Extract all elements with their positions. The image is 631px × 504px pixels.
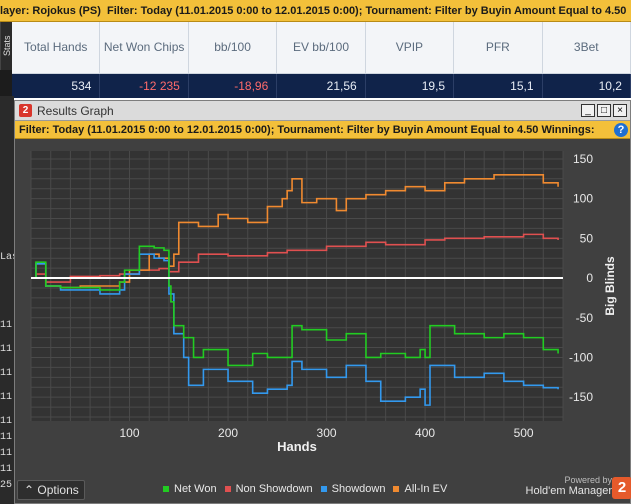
x-tick-label: 200 (218, 426, 238, 440)
window-title: Results Graph (37, 103, 114, 118)
window-filter-text: Filter: Today (11.01.2015 0:00 to 12.01.… (19, 124, 595, 136)
x-axis-label: Hands (277, 439, 317, 454)
player-name: Rojokus (PS) (32, 5, 101, 17)
window-controls: _ □ × (581, 104, 630, 117)
legend-label: Non Showdown (235, 483, 313, 495)
legend-swatch (320, 486, 327, 492)
left-background-panel: Las 11 11 11 11 11 11 11 11 25 (0, 96, 18, 504)
results-graph-window: 2 Results Graph _ □ × Filter: Today (11.… (14, 100, 631, 504)
left-fragment: 11 (0, 464, 13, 475)
legend-label: Net Won (174, 483, 217, 495)
left-fragment: Las (0, 252, 19, 263)
powered-line1: Powered by (564, 475, 612, 485)
legend-item-showdown[interactable]: Showdown (320, 483, 386, 495)
cell-net-won-chips: -12 235 (100, 74, 189, 98)
window-filter-bar: Filter: Today (11.01.2015 0:00 to 12.01.… (15, 121, 630, 139)
left-fragment: 11 (0, 320, 13, 331)
filter-label: Filter: (107, 5, 138, 17)
chart-legend: Net Won Non Showdown Showdown All-In EV (163, 483, 447, 495)
x-tick-labels: 100 200 300 400 500 (120, 426, 534, 440)
legend-item-all-in-ev[interactable]: All-In EV (393, 483, 447, 495)
stats-header-row: Total Hands Net Won Chips bb/100 EV bb/1… (12, 22, 631, 74)
filter-text: Today (11.01.2015 0:00 to 12.01.2015 0:0… (140, 5, 627, 17)
legend-item-net-won[interactable]: Net Won (163, 483, 217, 495)
left-fragment: 11 (0, 392, 13, 403)
legend-item-non-showdown[interactable]: Non Showdown (224, 483, 313, 495)
y-tick-label: 50 (580, 231, 594, 245)
left-fragment: 11 (0, 368, 13, 379)
series-line-net-won (31, 245, 559, 367)
stats-data-row[interactable]: 534 -12 235 -18,96 21,56 19,5 15,1 10,2 (12, 74, 631, 98)
stats-table: Total Hands Net Won Chips bb/100 EV bb/1… (12, 22, 631, 102)
left-fragment: 11 (0, 416, 13, 427)
maximize-button[interactable]: □ (597, 104, 611, 117)
y-axis-label: Big Blinds (603, 256, 617, 316)
options-label: Options (37, 483, 79, 497)
minimize-button[interactable]: _ (581, 104, 595, 117)
window-titlebar[interactable]: 2 Results Graph _ □ × (15, 101, 630, 121)
stats-tab[interactable]: Stats (0, 22, 12, 70)
series-lines (31, 174, 559, 406)
x-tick-label: 400 (415, 426, 435, 440)
header-3bet[interactable]: 3Bet (543, 22, 631, 73)
close-button[interactable]: × (613, 104, 627, 117)
cell-3bet: 10,2 (543, 74, 631, 98)
legend-label: All-In EV (404, 483, 448, 495)
left-fragment: 11 (0, 432, 13, 443)
left-fragment: 11 (0, 344, 13, 355)
legend-swatch (393, 486, 400, 492)
powered-by-badge: Powered by Hold'em Manager 2 (525, 475, 631, 499)
header-pfr[interactable]: PFR (454, 22, 543, 73)
series-line-showdown (31, 253, 559, 406)
top-filter-bar: layer: Rojokus (PS) Filter: Today (11.01… (0, 0, 631, 22)
powered-line2: Hold'em Manager (525, 485, 612, 497)
y-tick-label: 150 (573, 152, 593, 166)
left-fragment: 25 (0, 480, 13, 491)
y-tick-label: -100 (569, 350, 593, 364)
options-button[interactable]: ⌃ Options (17, 480, 85, 500)
header-total-hands[interactable]: Total Hands (12, 22, 101, 73)
legend-swatch (224, 486, 231, 492)
cell-total-hands: 534 (12, 74, 101, 98)
cell-bb100: -18,96 (189, 74, 278, 98)
left-fragment: 11 (0, 448, 13, 459)
header-bb100[interactable]: bb/100 (189, 22, 278, 73)
help-icon[interactable]: ? (614, 123, 628, 137)
cell-vpip: 19,5 (366, 74, 455, 98)
hm2-logo-icon: 2 (19, 104, 32, 117)
x-tick-label: 300 (317, 426, 337, 440)
grid-lines (30, 151, 564, 421)
cell-ev-bb100: 21,56 (277, 74, 366, 98)
header-net-won-chips[interactable]: Net Won Chips (100, 22, 189, 73)
header-vpip[interactable]: VPIP (366, 22, 455, 73)
series-line-non-showdown (31, 233, 559, 283)
header-ev-bb100[interactable]: EV bb/100 (277, 22, 366, 73)
player-prefix: layer: (0, 5, 30, 17)
y-tick-label: -150 (569, 390, 593, 404)
hm2-badge-icon: 2 (612, 477, 631, 499)
y-tick-label: 0 (586, 271, 593, 285)
y-tick-label: 100 (573, 192, 593, 206)
cell-pfr: 15,1 (454, 74, 543, 98)
x-tick-label: 500 (514, 426, 534, 440)
legend-label: Showdown (331, 483, 386, 495)
x-tick-label: 100 (120, 426, 140, 440)
y-tick-labels: 150 100 50 0 -50 -100 -150 (569, 152, 593, 404)
y-tick-label: -50 (576, 311, 594, 325)
chevron-up-icon: ⌃ (24, 483, 35, 497)
legend-swatch (163, 486, 169, 492)
